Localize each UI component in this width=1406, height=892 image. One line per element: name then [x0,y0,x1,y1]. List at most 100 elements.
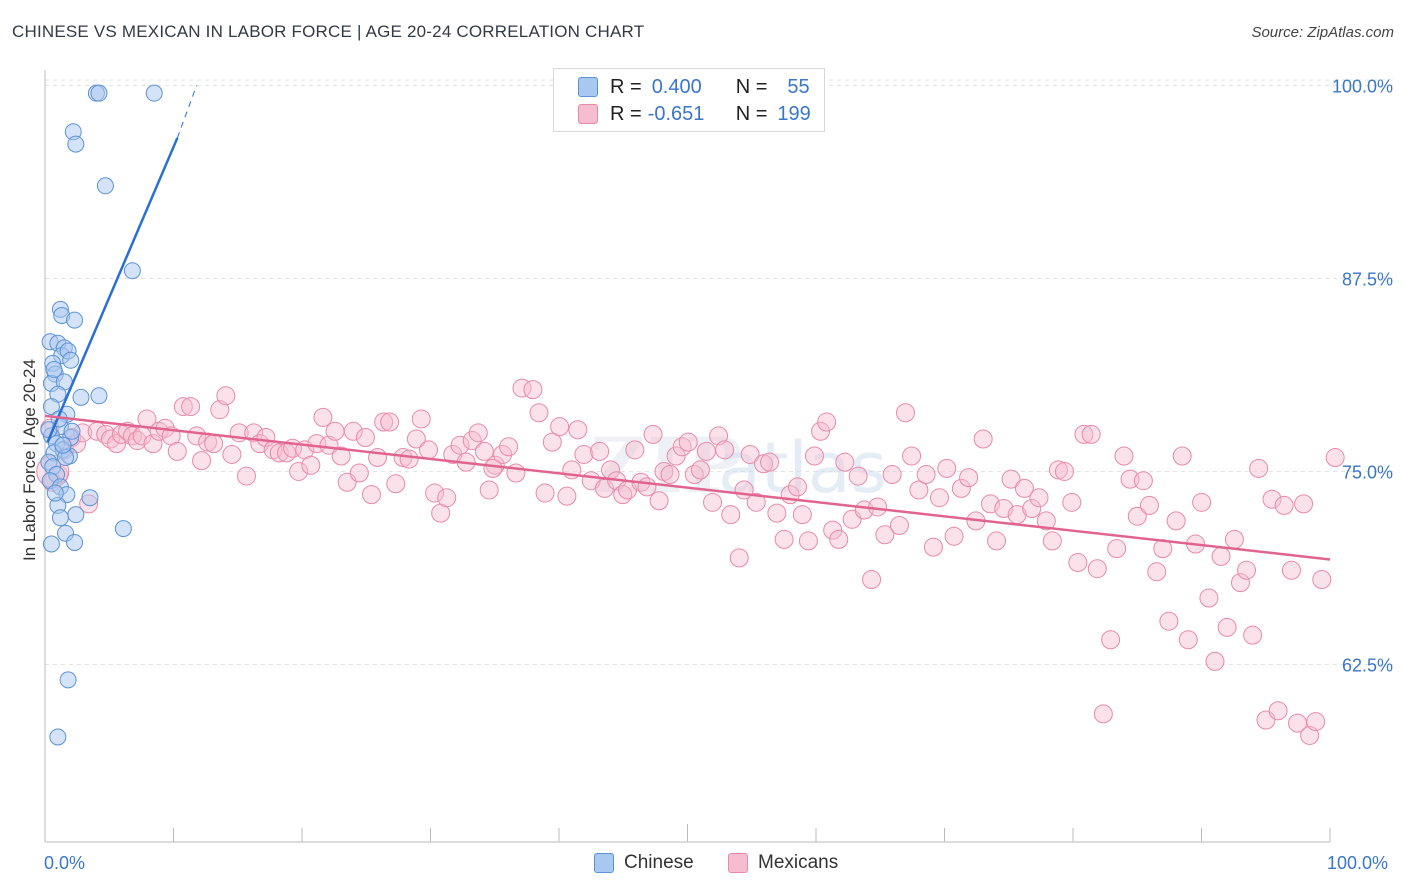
mexican-point [244,423,264,443]
mexican-point [1139,495,1159,515]
trend-lines [44,85,1331,561]
mexican-point [1029,488,1049,508]
mexican-point [331,446,351,466]
mexican-point [973,429,993,449]
mexican-point [875,525,895,545]
mexican-point [173,397,193,417]
mexican-point [987,531,1007,551]
mexican-point [643,424,663,444]
series-legend: Chinese Mexicans [0,852,1406,878]
y-tick-label: 75.0% [1342,462,1393,482]
mexican-point [523,380,543,400]
mexican-point [1042,531,1062,551]
mexican-point [703,492,723,512]
mexican-point [192,451,212,471]
chinese-point [62,351,80,369]
mexican-point [380,412,400,432]
chinese-point [45,361,63,379]
mexican-point [823,520,843,540]
mexican-point [1114,446,1134,466]
mexican-point [349,463,369,483]
mexican-point [1048,460,1068,480]
mexican-point [1230,573,1250,593]
mexican-point [149,421,169,441]
mexican-point [542,432,562,452]
mexican-point [811,421,831,441]
mexican-point [804,446,824,466]
mexican-point [289,461,309,481]
r-value: -0.651 [647,102,705,125]
r-label: R = [610,102,642,125]
mexican-point [848,466,868,486]
mexican-trend-line [44,414,1331,561]
mexican-point [167,441,187,461]
r-value: 0.400 [651,75,702,98]
mexican-point [817,412,837,432]
mexican-point [909,480,929,500]
mexican-point [1159,611,1179,631]
mexican-point [419,440,439,460]
chart-title: CHINESE VS MEXICAN IN LABOR FORCE | AGE … [12,22,645,41]
mexican-point [386,474,406,494]
mexican-point [1133,471,1153,491]
legend-label-chinese: Chinese [624,852,694,873]
grid-lines [45,79,1393,665]
mexican-point [1081,424,1101,444]
mexican-point [325,421,345,441]
mexican-point [1274,495,1294,515]
mexican-point [1281,560,1301,580]
mexican-point [754,454,774,474]
mexican-point [654,461,674,481]
mexican-point [406,429,426,449]
chinese-point [96,177,114,195]
mexican-point [792,505,812,525]
chinese-point [90,84,108,102]
mexican-point [1217,617,1237,637]
mexican-point [1068,553,1088,573]
chinese-point [123,262,141,280]
mexican-point [937,458,957,478]
mexican-point [929,488,949,508]
mexican-point [1300,725,1320,745]
mexican-point [411,409,431,429]
chinese-trend-extension [176,85,198,139]
mexican-point [107,434,127,454]
chinese-point [51,509,69,527]
mexican-point [882,465,902,485]
legend-row-mexicans: R = -0.651 N = 199 [578,102,811,126]
chinese-point [46,484,64,502]
mexican-swatch [578,104,598,124]
mexican-point [1199,588,1219,608]
chinese-trend-line [46,137,179,443]
chinese-swatch [578,77,598,97]
legend-item-chinese: Chinese [594,852,694,874]
mexican-point [1087,559,1107,579]
mexican-point [204,434,224,454]
mexican-point [1178,630,1198,650]
mexican-point [574,444,594,464]
mexican-point [637,477,657,497]
legend-item-mexicans: Mexicans [728,852,838,874]
mexican-point [1268,701,1288,721]
mexican-point [729,548,749,568]
mexican-point [483,458,503,478]
chinese-legend-swatch [594,853,614,873]
mexican-point [425,483,445,503]
mexican-point [222,444,242,464]
chinese-point [66,533,84,551]
mexican-point [355,427,375,447]
n-label: N = [735,102,768,125]
mexican-point [1074,424,1094,444]
mexican-point [1014,478,1034,498]
mexican-point [1166,511,1186,531]
y-tick-label: 100.0% [1332,76,1393,96]
mexican-point [721,505,741,525]
mexican-point [889,515,909,535]
chinese-point [114,520,132,538]
mexican-point [1054,461,1074,481]
y-tick-labels: 62.5% 75.0% 87.5% 100.0% [1332,76,1393,675]
mexican-point [343,421,363,441]
mexican-point [437,488,457,508]
mexican-point [951,478,971,498]
